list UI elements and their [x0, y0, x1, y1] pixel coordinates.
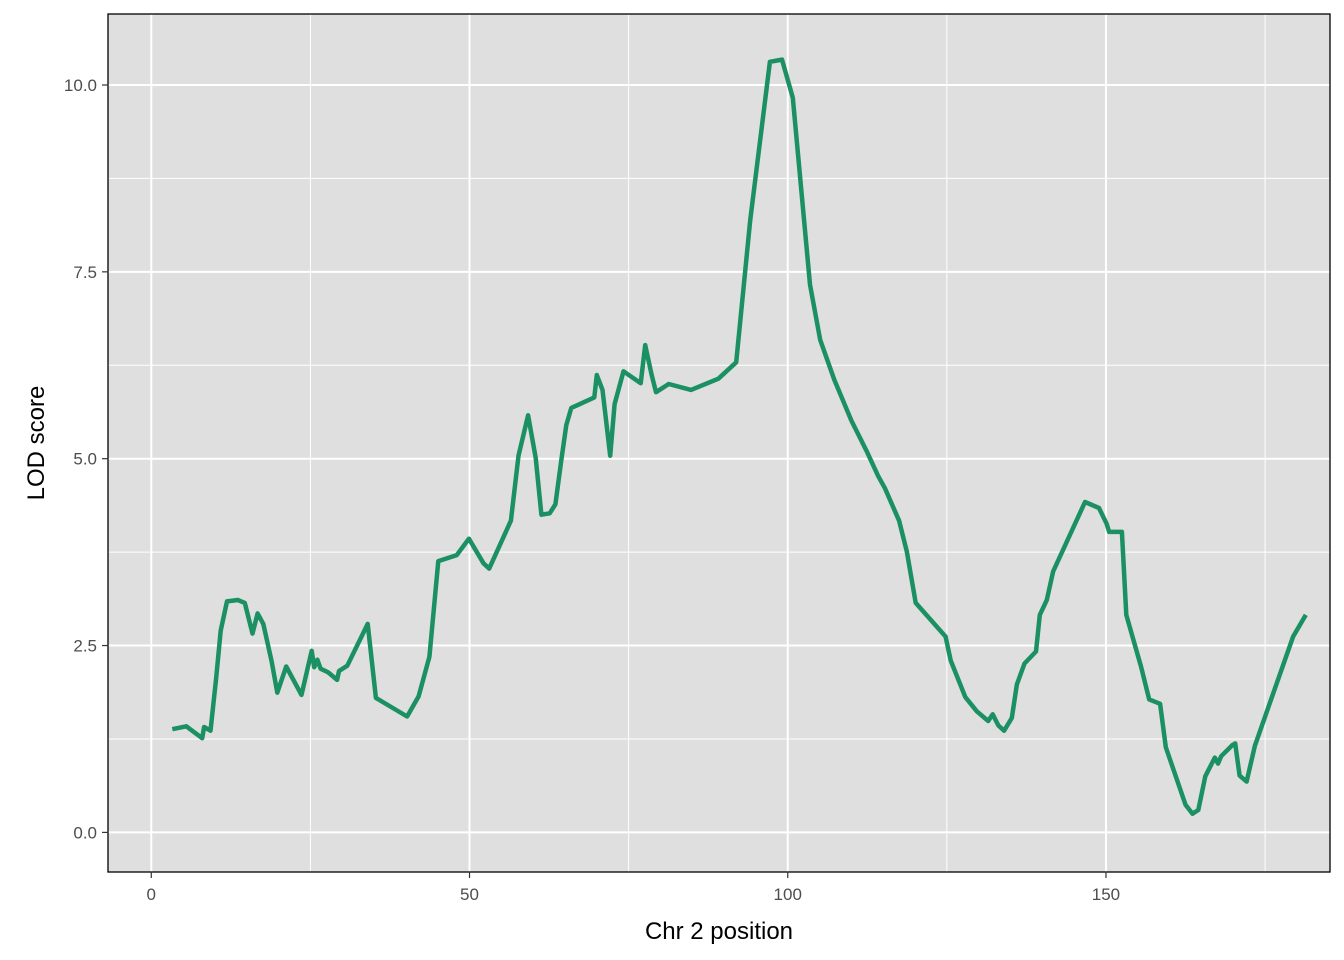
x-axis-title: Chr 2 position	[645, 918, 793, 945]
y-tick-label: 0.0	[73, 823, 97, 842]
y-axis-title: LOD score	[23, 386, 50, 501]
x-tick-label: 100	[774, 885, 802, 904]
minor-gridlines	[108, 14, 1330, 872]
y-axis: 0.0 2.5 5.0 7.5 10.0	[64, 76, 108, 842]
plot-panel	[108, 14, 1330, 872]
major-gridlines	[108, 14, 1330, 872]
y-tick-label: 5.0	[73, 450, 97, 469]
series-layer	[171, 57, 1308, 816]
y-tick-label: 7.5	[73, 263, 97, 282]
y-tick-label: 10.0	[64, 76, 97, 95]
y-tick-label: 2.5	[73, 637, 97, 656]
x-axis: 0 50 100 150	[147, 872, 1120, 904]
x-tick-label: 0	[147, 885, 156, 904]
lod-series-line	[171, 57, 1308, 816]
x-tick-label: 50	[460, 885, 479, 904]
x-tick-label: 150	[1092, 885, 1120, 904]
plot-border	[107, 13, 1331, 873]
